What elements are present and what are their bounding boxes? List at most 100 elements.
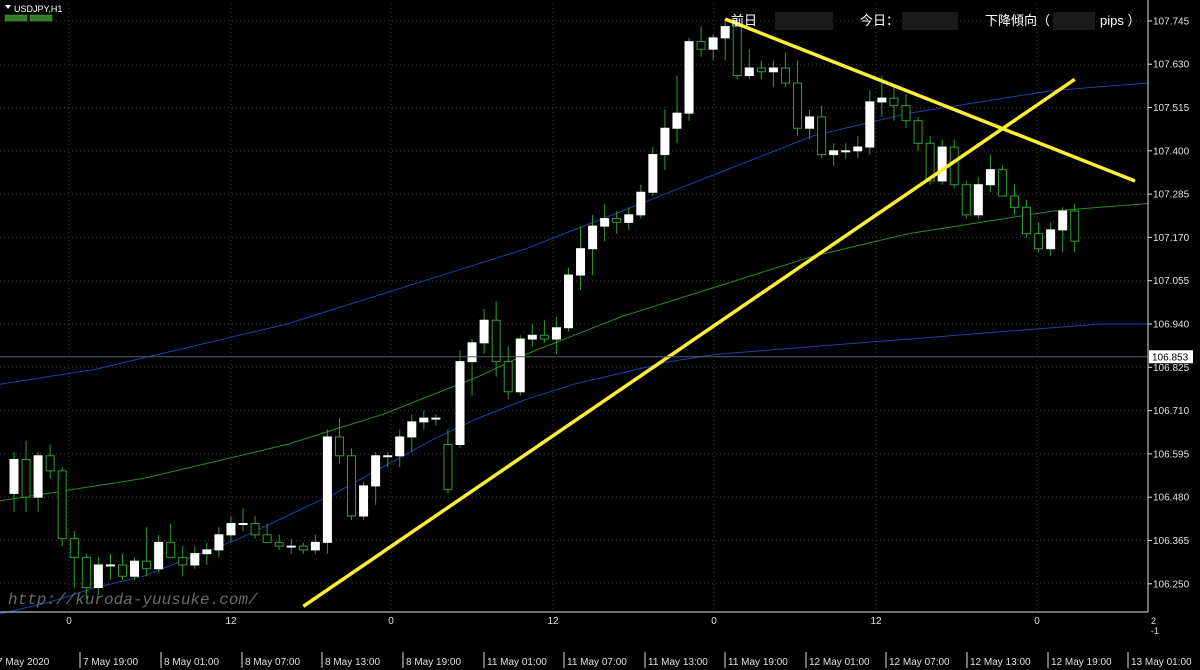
price-tick-label: 106.595 xyxy=(1153,449,1190,460)
date-tick-label: 8 May 07:00 xyxy=(245,657,300,668)
candle-body xyxy=(600,218,610,227)
price-tick-label: 107.400 xyxy=(1153,146,1190,157)
date-tick-label: 7 May 19:00 xyxy=(83,657,138,668)
current-price-tag: 106.853 xyxy=(1149,350,1193,364)
date-tick-label: 8 May 01:00 xyxy=(164,657,219,668)
trend-label: 下降傾向（ xyxy=(985,13,1050,28)
candle-body xyxy=(226,523,236,536)
date-tick-label: 7 May 2020 xyxy=(0,657,50,668)
candle-body xyxy=(69,538,79,558)
candle-body xyxy=(985,169,995,186)
candle-body xyxy=(1022,206,1032,235)
today-label: 今日： xyxy=(860,13,899,28)
price-tick-label: 107.630 xyxy=(1153,60,1190,71)
date-tick-label: 8 May 13:00 xyxy=(325,657,380,668)
trendlines[interactable] xyxy=(302,17,1136,608)
candle-body xyxy=(949,146,959,186)
candle-body xyxy=(407,421,417,438)
candle-body xyxy=(214,534,224,551)
candle-body xyxy=(841,150,851,153)
symbol-title: USDJPY,H1 xyxy=(14,4,62,14)
hour-tick-label: 0 xyxy=(388,616,394,627)
candles xyxy=(9,19,1080,599)
price-axis: 107.745 107.630 107.515 107.400 107.285 107.1… xyxy=(0,0,1190,636)
candle-body xyxy=(202,549,212,555)
candle-body xyxy=(744,67,754,77)
trend-value-redacted xyxy=(1053,12,1095,30)
trendline xyxy=(724,17,1136,183)
candle-body xyxy=(190,553,200,566)
price-tick-label: 107.745 xyxy=(1153,16,1190,27)
candle-body xyxy=(853,146,863,152)
candle-body xyxy=(515,338,525,393)
hour-tick-label: 0 xyxy=(1034,616,1040,627)
candle-body xyxy=(130,560,140,577)
price-tick-label: 106.365 xyxy=(1153,536,1190,547)
price-tick-label: 107.515 xyxy=(1153,103,1190,114)
date-tick-label: 12 May 13:00 xyxy=(970,657,1031,668)
candle-body xyxy=(756,67,766,73)
candle-body xyxy=(696,41,706,50)
candle-body xyxy=(359,485,369,517)
candle-body xyxy=(805,116,815,129)
candle-body xyxy=(503,361,513,393)
candle-body xyxy=(371,455,381,487)
candle-body xyxy=(262,534,272,543)
candle-body xyxy=(780,67,790,84)
date-tick-label: 8 May 19:00 xyxy=(406,657,461,668)
prev-day-value-redacted xyxy=(775,12,833,30)
symbol-header[interactable]: USDJPY,H1 xyxy=(2,2,66,15)
prev-day-label: 前日 xyxy=(731,13,757,28)
candle-body xyxy=(937,146,947,182)
candle-body xyxy=(865,101,875,148)
candle-body xyxy=(154,541,164,570)
chevron-down-icon[interactable] xyxy=(5,5,11,9)
candle-body xyxy=(961,184,971,216)
candle-body xyxy=(443,443,453,491)
price-tick-label: 107.055 xyxy=(1153,276,1190,287)
price-tick-label: 106.250 xyxy=(1153,579,1190,590)
candle-body xyxy=(636,191,646,216)
candle-body xyxy=(563,274,573,329)
date-tick-label: 11 May 07:00 xyxy=(567,657,627,668)
price-tick-label: 107.285 xyxy=(1153,190,1190,201)
date-tick-label: 12 May 19:00 xyxy=(1051,657,1112,668)
date-tick-label: 13 May 01:00 xyxy=(1131,657,1192,668)
candle-body xyxy=(829,150,839,156)
candle-body xyxy=(33,455,43,498)
today-value-redacted xyxy=(902,12,958,30)
candle-body xyxy=(624,214,634,223)
candle-body xyxy=(274,541,284,547)
candle-body xyxy=(997,169,1007,197)
candle-body xyxy=(925,142,935,182)
candle-body xyxy=(250,523,260,536)
candle-body xyxy=(347,455,357,517)
candle-body xyxy=(142,560,152,570)
candle-body xyxy=(732,26,742,77)
svg-text:106.853: 106.853 xyxy=(1152,352,1189,363)
candle-body xyxy=(81,556,91,589)
one-click-sell-button[interactable] xyxy=(4,14,28,22)
candle-body xyxy=(660,127,670,156)
middle-line xyxy=(0,203,1149,502)
candle-body xyxy=(310,541,320,551)
price-tick-label: 106.940 xyxy=(1153,320,1190,331)
candle-body xyxy=(383,455,393,458)
candle-body xyxy=(1070,210,1080,242)
date-tick-label: 11 May 13:00 xyxy=(648,657,708,668)
header-info: 前日 今日： 下降傾向（ pips ） xyxy=(731,12,1140,30)
one-click-buy-button[interactable] xyxy=(29,14,53,22)
candle-body xyxy=(298,545,308,551)
candle-body xyxy=(877,97,887,103)
candle-body xyxy=(768,67,778,73)
date-tick-label: 12 May 01:00 xyxy=(809,657,870,668)
candle-body xyxy=(576,248,586,276)
candle-body xyxy=(431,417,441,420)
candle-body xyxy=(117,564,127,577)
candle-body xyxy=(1058,210,1068,231)
upper-band-line xyxy=(0,82,1149,385)
hour-tick-label: 12 xyxy=(870,616,882,627)
candle-body xyxy=(793,82,803,129)
time-axis: 0 12 0 12 0 12 0 7 May 2020 7 May 19:00 8 May 01:… xyxy=(0,616,1192,668)
